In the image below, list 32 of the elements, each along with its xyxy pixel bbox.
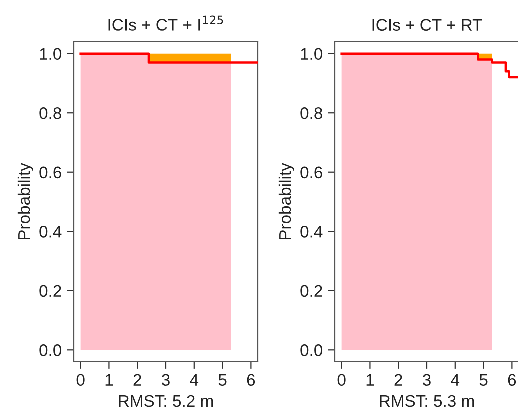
y-tick-label: 0.6 bbox=[300, 166, 322, 179]
x-tick-label: 3 bbox=[162, 374, 170, 386]
x-tick-label: 0 bbox=[76, 374, 85, 386]
x-tick-label: 2 bbox=[134, 374, 142, 386]
y-tick-label: 0.0 bbox=[300, 344, 323, 356]
x-tick-label: 3 bbox=[423, 374, 431, 386]
y-tick-label: 0.6 bbox=[40, 166, 62, 179]
chart-title: ICIs + CT + RT bbox=[372, 19, 482, 32]
x-tick-label: 0 bbox=[338, 374, 346, 386]
x-tick-label: 6 bbox=[247, 374, 256, 386]
y-tick-label: 1.0 bbox=[301, 48, 323, 60]
x-tick-label: 2 bbox=[394, 374, 402, 386]
y-tick-label: 0.4 bbox=[300, 226, 323, 238]
y-tick-label: 1.0 bbox=[40, 48, 62, 60]
y-tick-label: 0.2 bbox=[300, 285, 322, 298]
x-tick-label: 4 bbox=[451, 374, 460, 386]
y-tick-label: 0.4 bbox=[40, 226, 62, 238]
x-tick-label: 4 bbox=[190, 374, 199, 386]
y-tick-label: 0.8 bbox=[300, 108, 322, 120]
x-axis-title: RMST: 5.3 m bbox=[380, 395, 474, 408]
chart-title: ICIs + CT + I$^{125}$ bbox=[108, 16, 224, 31]
x-axis-title: RMST: 5.2 m bbox=[119, 395, 214, 408]
y-tick-label: 0.2 bbox=[40, 285, 62, 298]
y-tick-label: 0.8 bbox=[40, 108, 62, 120]
x-tick-label: 1 bbox=[106, 374, 114, 386]
x-tick-label: 5 bbox=[218, 374, 227, 386]
x-tick-label: 6 bbox=[508, 374, 516, 386]
x-tick-label: 5 bbox=[480, 374, 488, 386]
y-tick-label: 0.0 bbox=[40, 344, 62, 356]
y-axis-title: Probability bbox=[18, 163, 34, 240]
y-axis-title: Probability bbox=[278, 163, 294, 240]
x-tick-label: 1 bbox=[366, 374, 374, 386]
